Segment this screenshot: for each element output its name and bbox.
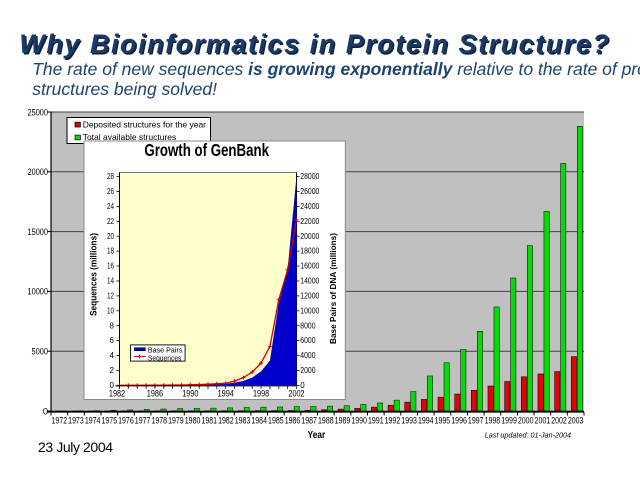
svg-text:Deposited structures for the y: Deposited structures for the year bbox=[83, 119, 206, 129]
svg-text:Base Pairs of DNA (millions): Base Pairs of DNA (millions) bbox=[328, 233, 338, 344]
svg-text:Base Pairs: Base Pairs bbox=[148, 347, 183, 354]
svg-text:10000: 10000 bbox=[28, 287, 49, 297]
svg-text:8000: 8000 bbox=[300, 321, 316, 330]
svg-text:25000: 25000 bbox=[28, 107, 49, 117]
svg-text:6000: 6000 bbox=[300, 336, 316, 345]
svg-text:22: 22 bbox=[107, 217, 114, 226]
svg-text:2001: 2001 bbox=[535, 415, 551, 425]
svg-text:1998: 1998 bbox=[485, 415, 501, 425]
svg-text:1972: 1972 bbox=[52, 415, 68, 425]
svg-text:1996: 1996 bbox=[451, 415, 467, 425]
svg-text:1989: 1989 bbox=[335, 415, 351, 425]
svg-text:22000: 22000 bbox=[300, 217, 319, 226]
svg-text:24000: 24000 bbox=[300, 202, 319, 211]
svg-text:0: 0 bbox=[300, 381, 305, 390]
svg-text:1994: 1994 bbox=[218, 389, 234, 399]
svg-text:1976: 1976 bbox=[118, 415, 134, 425]
svg-text:1979: 1979 bbox=[168, 415, 184, 425]
svg-text:10: 10 bbox=[107, 306, 114, 315]
svg-text:1986: 1986 bbox=[285, 415, 301, 425]
svg-text:26: 26 bbox=[107, 187, 114, 196]
svg-text:18000: 18000 bbox=[300, 247, 319, 256]
svg-text:1982: 1982 bbox=[218, 415, 234, 425]
svg-text:2003: 2003 bbox=[568, 415, 584, 425]
svg-text:2002: 2002 bbox=[551, 415, 567, 425]
svg-text:5000: 5000 bbox=[32, 347, 49, 357]
svg-text:1987: 1987 bbox=[301, 415, 317, 425]
svg-text:1983: 1983 bbox=[235, 415, 251, 425]
svg-text:Sequences (millions): Sequences (millions) bbox=[89, 233, 99, 316]
svg-text:1977: 1977 bbox=[135, 415, 151, 425]
svg-text:1997: 1997 bbox=[468, 415, 484, 425]
svg-text:0: 0 bbox=[43, 406, 48, 416]
svg-text:1992: 1992 bbox=[385, 415, 401, 425]
svg-text:Sequences: Sequences bbox=[148, 355, 182, 362]
svg-text:Year: Year bbox=[308, 430, 326, 441]
svg-text:1991: 1991 bbox=[368, 415, 384, 425]
svg-text:12: 12 bbox=[107, 292, 114, 301]
svg-text:1981: 1981 bbox=[201, 415, 217, 425]
svg-text:15000: 15000 bbox=[28, 227, 49, 237]
svg-text:20000: 20000 bbox=[300, 232, 319, 241]
svg-text:16000: 16000 bbox=[300, 262, 319, 271]
svg-text:20: 20 bbox=[107, 232, 114, 241]
svg-text:4000: 4000 bbox=[300, 351, 316, 360]
svg-text:1978: 1978 bbox=[151, 415, 167, 425]
svg-text:24: 24 bbox=[107, 202, 114, 211]
svg-text:14000: 14000 bbox=[300, 277, 319, 286]
svg-text:1998: 1998 bbox=[253, 389, 269, 399]
svg-text:1990: 1990 bbox=[182, 389, 198, 399]
svg-text:1980: 1980 bbox=[185, 415, 201, 425]
svg-text:1982: 1982 bbox=[109, 389, 125, 399]
svg-text:1985: 1985 bbox=[268, 415, 284, 425]
svg-text:1990: 1990 bbox=[351, 415, 367, 425]
svg-text:2002: 2002 bbox=[288, 389, 304, 399]
svg-text:2000: 2000 bbox=[518, 415, 534, 425]
svg-text:1974: 1974 bbox=[85, 415, 101, 425]
svg-text:12000: 12000 bbox=[300, 292, 319, 301]
svg-text:1994: 1994 bbox=[418, 415, 434, 425]
svg-text:1986: 1986 bbox=[147, 389, 163, 399]
svg-text:1988: 1988 bbox=[318, 415, 334, 425]
svg-text:2000: 2000 bbox=[300, 366, 316, 375]
svg-text:Last updated: 01-Jan-2004: Last updated: 01-Jan-2004 bbox=[485, 431, 571, 440]
svg-text:8: 8 bbox=[110, 321, 115, 330]
svg-text:1995: 1995 bbox=[435, 415, 451, 425]
svg-text:10000: 10000 bbox=[300, 306, 319, 315]
svg-text:18: 18 bbox=[107, 247, 114, 256]
svg-text:Total available structures: Total available structures bbox=[83, 132, 177, 142]
svg-text:14: 14 bbox=[107, 277, 114, 286]
svg-text:4: 4 bbox=[110, 351, 115, 360]
svg-text:20000: 20000 bbox=[28, 167, 49, 177]
svg-text:1984: 1984 bbox=[251, 415, 267, 425]
svg-text:1999: 1999 bbox=[501, 415, 517, 425]
svg-text:28000: 28000 bbox=[300, 172, 319, 181]
svg-text:Growth of GenBank: Growth of GenBank bbox=[144, 140, 269, 160]
svg-text:6: 6 bbox=[110, 336, 115, 345]
svg-text:1973: 1973 bbox=[68, 415, 84, 425]
svg-text:16: 16 bbox=[107, 262, 114, 271]
svg-text:26000: 26000 bbox=[300, 187, 319, 196]
svg-text:2: 2 bbox=[110, 366, 115, 375]
svg-text:28: 28 bbox=[107, 172, 114, 181]
svg-text:1975: 1975 bbox=[102, 415, 118, 425]
svg-text:0: 0 bbox=[110, 381, 115, 390]
svg-text:1993: 1993 bbox=[401, 415, 417, 425]
